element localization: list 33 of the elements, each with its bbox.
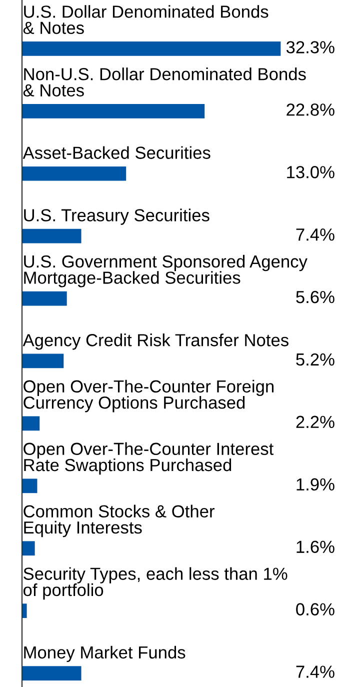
y-tick-label: Security Types, each less than 1% of portfolio (24, 567, 288, 600)
data-label: 2.2% (296, 416, 334, 428)
bar (22, 478, 38, 494)
bar (22, 291, 67, 306)
y-tick-label: U.S. Dollar Denominated Bonds & Notes (23, 5, 268, 34)
data-label: 22.8% (286, 104, 334, 116)
y-tick-label: Open Over-The-Counter Foreign Currency Options Purchased (24, 380, 274, 412)
bar (22, 416, 40, 431)
y-tick-label: U.S. Government Sponsored Agency Mortgage-Backed Securities (24, 254, 308, 288)
bar (22, 354, 64, 368)
y-tick-label: Agency Credit Risk Transfer Notes (22, 334, 288, 350)
y-tick-label: Common Stocks & Other Equity Interests (24, 504, 214, 538)
data-label: 7.4% (296, 228, 334, 241)
data-label: 0.6% (296, 603, 334, 616)
bar (22, 228, 82, 244)
bar (22, 541, 35, 556)
bar (22, 42, 281, 56)
data-label: 32.3% (286, 41, 334, 54)
bar (22, 166, 126, 181)
y-tick-label: Money Market Funds (24, 646, 186, 662)
y-tick-label: Asset-Backed Securities (22, 146, 210, 159)
data-label: 5.2% (296, 353, 334, 366)
data-label: 7.4% (296, 666, 334, 678)
data-label: 13.0% (287, 166, 334, 178)
y-tick-label: Open Over-The-Counter Interest Rate Swaptions Purchased (24, 442, 274, 475)
bar (22, 666, 82, 680)
y-tick-label: U.S. Treasury Securities (24, 208, 210, 225)
data-label: 1.6% (296, 540, 334, 554)
data-label: 5.6% (296, 290, 334, 304)
bar (22, 104, 205, 118)
bar (22, 604, 27, 618)
y-tick-label: Non-U.S. Dollar Denominated Bonds & Notes (23, 68, 306, 96)
data-label: 1.9% (296, 478, 334, 491)
